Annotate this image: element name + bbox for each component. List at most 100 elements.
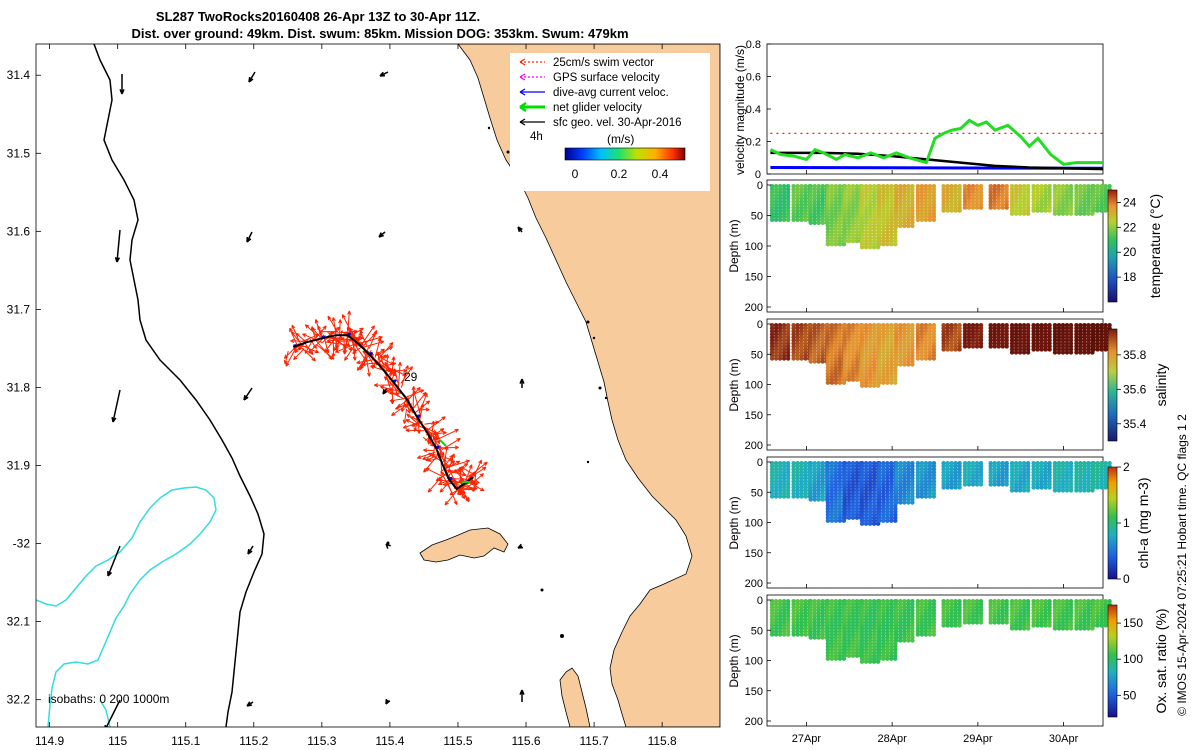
profile-sample [915, 350, 921, 355]
swim-vector [397, 361, 402, 388]
profile-sample [1017, 602, 1023, 607]
profile-sample [1078, 211, 1083, 216]
profile-sample [885, 500, 890, 505]
profile-sample [1103, 202, 1108, 207]
swim-vector-cluster [283, 310, 488, 506]
profile-sample [1095, 476, 1100, 481]
profile-sample [1025, 602, 1031, 607]
profile-sample [894, 220, 899, 225]
profile-sample [799, 632, 804, 637]
profile-sample [1082, 626, 1087, 631]
depth-tick-label: 0 [757, 457, 763, 469]
profile-sample [863, 196, 869, 201]
profile-sample [833, 476, 839, 481]
profile-sample [833, 184, 839, 189]
profile-sample [842, 377, 848, 382]
profile-sample [803, 350, 808, 355]
profile-sample [966, 620, 972, 625]
profile-sample [927, 614, 933, 619]
profile-sample [785, 614, 791, 619]
swim-vector [334, 342, 358, 353]
profile-sample [919, 338, 925, 343]
profile-sample [1031, 614, 1036, 619]
swim-vector [446, 463, 469, 477]
colorbar-tick-label: 150 [1123, 616, 1143, 630]
profile-sample [1043, 476, 1048, 481]
profile-sample [1052, 602, 1058, 607]
swim-vector [315, 340, 333, 360]
profile-sample [829, 338, 835, 343]
profile-sample [854, 196, 860, 201]
profile-sample [919, 602, 925, 607]
profile-sample [1035, 202, 1040, 207]
profile-sample [970, 326, 976, 331]
swim-vector [400, 366, 413, 384]
profile-sample [850, 626, 856, 631]
profile-sample [829, 602, 835, 607]
profile-sample [906, 488, 911, 493]
profile-sample [1013, 184, 1019, 189]
profile-sample [803, 208, 808, 213]
profile-sample [1091, 602, 1096, 607]
profile-sample [1043, 602, 1048, 607]
profile-sample [949, 464, 954, 469]
profile-sample [1035, 485, 1040, 490]
profile-sample [1043, 202, 1048, 207]
profile-sample [1047, 184, 1052, 189]
profile-sample [846, 362, 852, 367]
profile-sample [1017, 338, 1023, 343]
profile-sample [1068, 326, 1074, 331]
profile-sample [910, 338, 915, 343]
profile-sample [854, 500, 860, 505]
profile-sample [812, 220, 817, 225]
profile-sample [1025, 208, 1031, 213]
profile-sample [1099, 347, 1104, 352]
profile-sample [898, 326, 903, 331]
profile-sample [923, 488, 929, 493]
profile-sample [881, 214, 886, 219]
profile-sample [1095, 326, 1100, 331]
profile-sample [1060, 464, 1066, 469]
swim-vector [417, 451, 436, 459]
profile-sample [1068, 476, 1074, 481]
profile-sample [996, 614, 1001, 619]
profile-sample [820, 190, 825, 195]
profile-sample [919, 184, 925, 189]
profile-sample [1009, 338, 1015, 343]
depth-tick-label: 0 [757, 319, 763, 331]
profile-sample [808, 190, 813, 195]
profile-sample [898, 488, 903, 493]
profile-sample [1078, 184, 1083, 189]
profile-sample [1086, 476, 1091, 481]
profile-sample [825, 214, 831, 219]
profile-sample [1039, 614, 1044, 619]
profile-sample [777, 202, 783, 207]
profile-sample [837, 232, 843, 238]
profile-sample [1017, 464, 1023, 469]
profile-sample [846, 602, 852, 607]
profile-sample [833, 226, 839, 232]
profile-sample [966, 338, 972, 343]
profile-sample [829, 518, 835, 523]
profile-sample [1031, 202, 1036, 207]
profile-sample [850, 488, 856, 493]
profile-sample [1004, 482, 1009, 487]
profile-sample [1056, 202, 1062, 207]
profile-sample [808, 326, 813, 331]
profile-sample [978, 190, 984, 195]
profile-sample [1031, 184, 1036, 189]
profile-sample [1021, 338, 1027, 343]
profile-sample [1056, 350, 1062, 355]
swim-vector [405, 389, 425, 398]
profile-sample [1035, 326, 1040, 331]
profile-sample [867, 208, 873, 213]
profile-sample [1068, 488, 1074, 493]
profile-sample [859, 383, 865, 388]
profile-sample [1025, 211, 1031, 216]
profile-sample [773, 488, 779, 493]
profile-sample [812, 350, 817, 355]
profile-sample [1099, 190, 1104, 195]
sfc-vector [247, 545, 254, 555]
profile-sample [931, 464, 937, 469]
profile-sample [833, 650, 839, 655]
